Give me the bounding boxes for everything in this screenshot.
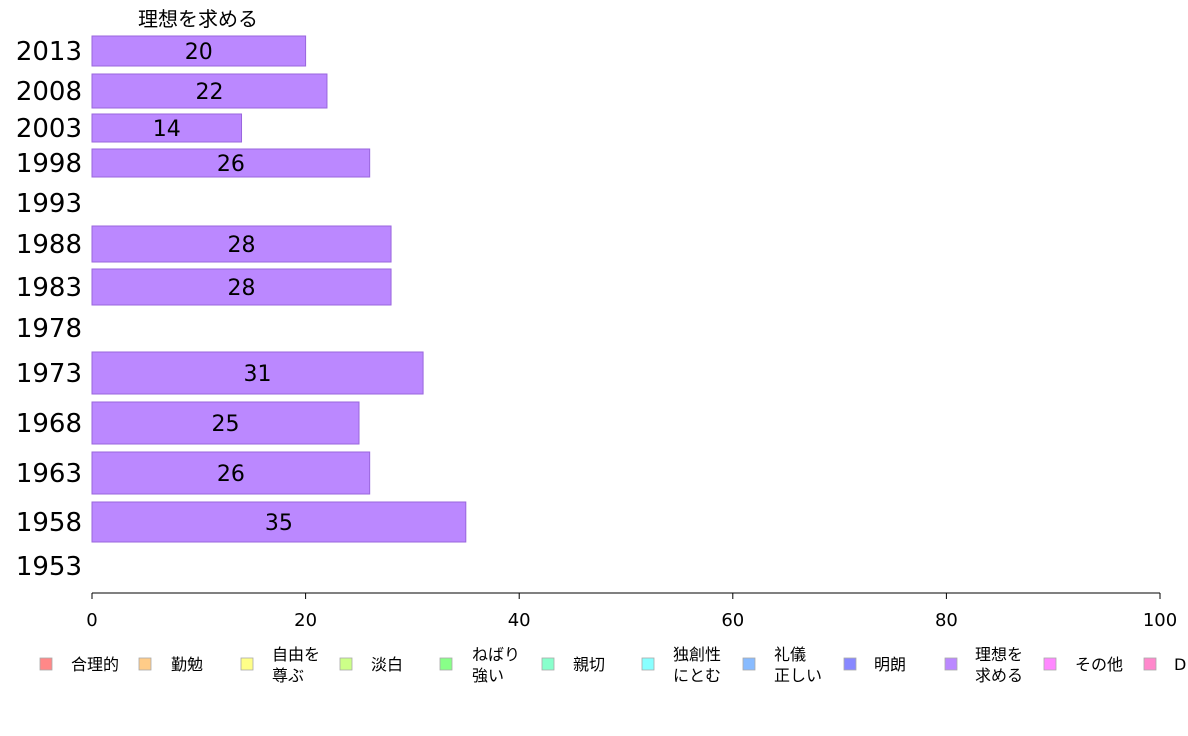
legend-label: D (1174, 655, 1186, 674)
x-axis: 0 20 40 60 80 100 (86, 592, 1177, 631)
legend-swatch (1143, 657, 1157, 671)
legend-swatch (138, 657, 152, 671)
bar (91, 225, 392, 263)
category-label: 2003 (16, 114, 82, 144)
bar-value-label: 25 (212, 412, 240, 437)
legend-label: その他 (1075, 655, 1123, 674)
legend-label: 明朗 (874, 655, 906, 674)
legend-label: 合理的 (71, 655, 119, 674)
legend-label: 強い (472, 666, 504, 685)
legend-swatch (39, 657, 53, 671)
bar (91, 451, 371, 495)
legend-swatch (742, 657, 756, 671)
bar (91, 501, 467, 543)
x-tick-label: 0 (86, 610, 97, 631)
category-label: 1993 (16, 189, 82, 219)
legend-swatch (843, 657, 857, 671)
category-label: 1983 (16, 273, 82, 303)
x-tick-label: 100 (1143, 610, 1177, 631)
bar-value-label: 28 (228, 233, 256, 258)
legend-swatch (541, 657, 555, 671)
legend-label: 正しい (774, 666, 822, 685)
legend-swatch (944, 657, 958, 671)
legend-label: 求める (975, 666, 1023, 685)
legend-swatch (1043, 657, 1057, 671)
bar-value-label: 28 (228, 276, 256, 301)
chart-title: 理想を求める (138, 7, 258, 31)
bar (91, 113, 243, 143)
bar-value-label: 26 (217, 152, 245, 177)
x-tick-label: 60 (721, 610, 744, 631)
category-label: 1963 (16, 459, 82, 489)
x-tick-label: 80 (935, 610, 958, 631)
legend-label: 理想を (975, 645, 1023, 664)
legend-label: 自由を (272, 645, 320, 664)
category-label: 2013 (16, 37, 82, 67)
x-tick-label: 40 (508, 610, 531, 631)
bars-group: 2013 20 2008 22 2003 14 1998 26 1993 1988 28 1983 28… (16, 35, 467, 582)
category-label: 1968 (16, 409, 82, 439)
legend-label: 尊ぶ (272, 666, 304, 685)
bar-value-label: 20 (185, 40, 213, 65)
legend-label: 礼儀 (774, 645, 806, 664)
legend-swatch (339, 657, 353, 671)
bar (91, 35, 307, 67)
bar (91, 148, 371, 178)
legend-label: 親切 (573, 655, 605, 674)
legend-label: 勤勉 (171, 655, 203, 674)
category-label: 1988 (16, 230, 82, 260)
legend-label: 独創性 (673, 645, 721, 664)
legend-label: にとむ (673, 666, 721, 685)
legend-label: ねばり (472, 645, 520, 664)
bar-value-label: 35 (265, 511, 293, 536)
legend-swatch (240, 657, 254, 671)
x-tick-label: 20 (294, 610, 317, 631)
bar (91, 268, 392, 306)
bar-value-label: 14 (153, 117, 181, 142)
bar (91, 351, 424, 395)
category-label: 1958 (16, 508, 82, 538)
bar-value-label: 26 (217, 462, 245, 487)
category-label: 1953 (16, 552, 82, 582)
legend-label: 淡白 (371, 655, 403, 674)
category-label: 1978 (16, 314, 82, 344)
bar (91, 73, 328, 109)
bar-value-label: 31 (244, 362, 272, 387)
category-label: 1998 (16, 149, 82, 179)
legend-swatch (439, 657, 453, 671)
category-label: 2008 (16, 77, 82, 107)
category-label: 1973 (16, 359, 82, 389)
bar-value-label: 22 (195, 80, 223, 105)
bar (91, 401, 360, 445)
legend-swatch (641, 657, 655, 671)
